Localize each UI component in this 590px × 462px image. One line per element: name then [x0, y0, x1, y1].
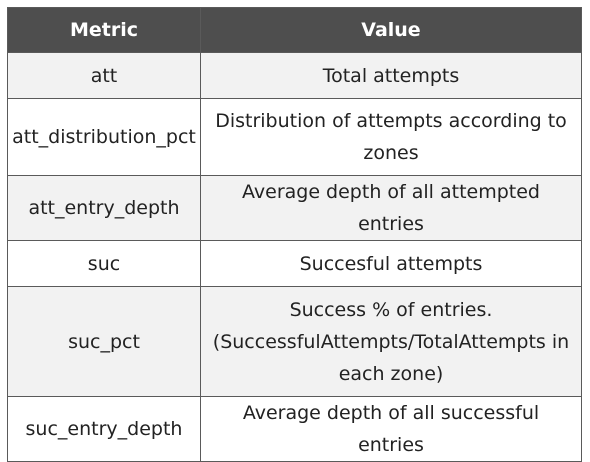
table-row: att Total attempts: [7, 52, 582, 99]
metric-cell: att_entry_depth: [7, 175, 201, 241]
table-row: att_entry_depth Average depth of all att…: [7, 175, 582, 241]
metric-cell: suc: [7, 240, 201, 287]
value-cell: Distribution of attempts according to zo…: [200, 98, 582, 176]
value-cell: Average depth of all attempted entries: [200, 175, 582, 241]
metric-cell: suc_entry_depth: [7, 396, 201, 462]
metrics-table-container: Metric Value att Total attempts att_dist…: [7, 7, 582, 462]
table-row: suc Succesful attempts: [7, 240, 582, 287]
header-value: Value: [200, 7, 582, 53]
value-cell: Total attempts: [200, 52, 582, 99]
table-row: suc_entry_depth Average depth of all suc…: [7, 396, 582, 462]
metrics-table: Metric Value att Total attempts att_dist…: [7, 7, 582, 462]
metric-cell: att: [7, 52, 201, 99]
table-row: suc_pct Success % of entries. (Successfu…: [7, 286, 582, 397]
header-metric: Metric: [7, 7, 201, 53]
metric-cell: suc_pct: [7, 286, 201, 397]
table-row: att_distribution_pct Distribution of att…: [7, 98, 582, 176]
value-cell: Success % of entries. (SuccessfulAttempt…: [200, 286, 582, 397]
value-cell: Average depth of all successful entries: [200, 396, 582, 462]
metric-cell: att_distribution_pct: [7, 98, 201, 176]
value-cell: Succesful attempts: [200, 240, 582, 287]
table-header-row: Metric Value: [7, 7, 582, 53]
